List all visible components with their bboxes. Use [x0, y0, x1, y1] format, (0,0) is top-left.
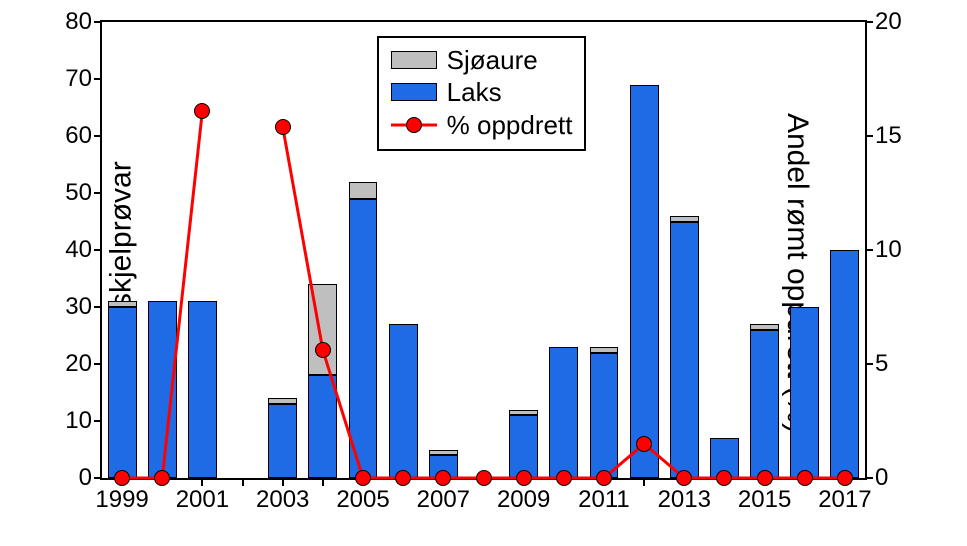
y-left-tick-mark — [94, 135, 102, 137]
line-marker — [275, 119, 291, 135]
legend-swatch-sjoaure — [391, 51, 437, 69]
plot-area: Sjøaure Laks % oppdrett 0102030405060708… — [100, 20, 867, 480]
chart-container: Antal skjelprøvar Andel rømt oppdrett (%… — [0, 0, 967, 546]
line-marker — [596, 470, 612, 486]
line-marker — [315, 342, 331, 358]
y-right-tick-mark — [865, 21, 873, 23]
x-tick-mark — [322, 478, 324, 486]
y-left-tick-mark — [94, 420, 102, 422]
line-marker — [154, 470, 170, 486]
line-marker — [797, 470, 813, 486]
y-right-tick-mark — [865, 363, 873, 365]
line-marker — [435, 470, 451, 486]
legend: Sjøaure Laks % oppdrett — [377, 36, 587, 152]
line-oppdrett — [122, 111, 845, 478]
y-left-tick-mark — [94, 306, 102, 308]
y-left-tick-mark — [94, 192, 102, 194]
line-marker — [114, 470, 130, 486]
line-marker — [556, 470, 572, 486]
line-marker — [516, 470, 532, 486]
legend-label-laks: Laks — [447, 76, 502, 109]
x-tick-mark — [643, 478, 645, 486]
line-marker — [837, 470, 853, 486]
line-marker — [395, 470, 411, 486]
legend-label-line: % oppdrett — [447, 109, 573, 142]
line-marker — [355, 470, 371, 486]
line-marker — [636, 436, 652, 452]
legend-swatch-laks — [391, 83, 437, 101]
y-left-tick-mark — [94, 78, 102, 80]
line-marker — [676, 470, 692, 486]
line-marker — [194, 103, 210, 119]
line-marker — [757, 470, 773, 486]
x-tick-label: 2003 — [256, 478, 309, 514]
legend-swatch-line — [391, 116, 437, 134]
x-tick-label: 2001 — [176, 478, 229, 514]
y-left-tick-mark — [94, 249, 102, 251]
y-left-tick-mark — [94, 363, 102, 365]
x-tick-mark — [242, 478, 244, 486]
y-right-tick-mark — [865, 135, 873, 137]
line-marker — [716, 470, 732, 486]
line-marker — [476, 470, 492, 486]
y-right-tick-mark — [865, 249, 873, 251]
legend-item-sjoaure: Sjøaure — [391, 44, 573, 77]
legend-item-line: % oppdrett — [391, 109, 573, 142]
legend-label-sjoaure: Sjøaure — [447, 44, 538, 77]
legend-item-laks: Laks — [391, 76, 573, 109]
y-left-tick-mark — [94, 21, 102, 23]
